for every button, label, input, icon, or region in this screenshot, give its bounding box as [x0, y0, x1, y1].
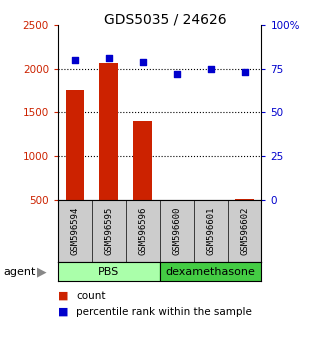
Bar	[133, 121, 152, 244]
Point	[106, 55, 112, 61]
Text: dexamethasone: dexamethasone	[166, 267, 256, 277]
Bar	[201, 204, 220, 244]
Bar	[160, 262, 261, 281]
Text: PBS: PBS	[98, 267, 119, 277]
Text: GSM596595: GSM596595	[104, 207, 113, 255]
Text: GSM596594: GSM596594	[71, 207, 79, 255]
Bar	[235, 199, 254, 244]
Bar	[66, 90, 84, 244]
Text: ■: ■	[58, 307, 69, 316]
Text: GDS5035 / 24626: GDS5035 / 24626	[104, 12, 227, 27]
Point	[174, 71, 179, 77]
Point	[140, 59, 145, 64]
Bar	[167, 202, 186, 244]
Text: GSM596601: GSM596601	[206, 207, 215, 255]
Point	[242, 69, 247, 75]
Bar	[58, 262, 160, 281]
Text: ■: ■	[58, 291, 69, 301]
Point	[208, 66, 213, 72]
Text: count: count	[76, 291, 106, 301]
Text: GSM596596: GSM596596	[138, 207, 147, 255]
Text: GSM596602: GSM596602	[240, 207, 249, 255]
Point	[72, 57, 77, 63]
Text: agent: agent	[3, 267, 36, 277]
Bar	[100, 63, 118, 244]
Text: ▶: ▶	[36, 265, 46, 278]
Text: percentile rank within the sample: percentile rank within the sample	[76, 307, 252, 316]
Text: GSM596600: GSM596600	[172, 207, 181, 255]
